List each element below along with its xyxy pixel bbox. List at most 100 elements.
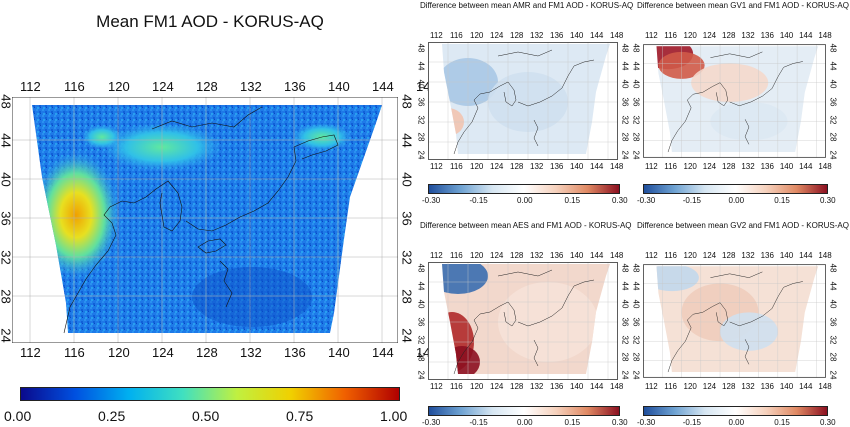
small-lon-tick-label: 148: [818, 382, 832, 391]
small-lon-tick-label: 148: [818, 251, 832, 260]
small-lon-tick-label: 144: [799, 382, 813, 391]
small-lat-tick-label: 32: [828, 335, 838, 344]
small-lon-tick-label: 116: [450, 31, 463, 40]
small-lon-tick-label: 128: [510, 382, 524, 391]
small-lon-tick-label: 112: [645, 382, 658, 391]
small-lat-tick-label: 40: [416, 79, 426, 89]
lon-tick-label: 132: [240, 345, 262, 360]
small-lon-tick-label: 128: [722, 162, 736, 171]
colorbar-label: 0.50: [192, 408, 220, 424]
small-lat-tick-label: 40: [416, 299, 426, 309]
lon-tick-label: 120: [108, 79, 130, 94]
small-lon-tick-label: 136: [760, 251, 774, 260]
lon-tick-label: 128: [196, 345, 218, 360]
small-lat-tick-label: 28: [416, 132, 426, 142]
lon-tick-label: 128: [196, 79, 218, 94]
small-lat-tick-label: 24: [631, 370, 641, 380]
lat-tick-label: 40: [399, 172, 415, 187]
diff-colorbar-label: 0.00: [728, 418, 745, 427]
small-lon-tick-label: 116: [450, 162, 463, 171]
lon-tick-label: 144: [372, 345, 394, 360]
small-lon-tick-label: 124: [490, 162, 504, 171]
small-lat-tick-label: 44: [416, 281, 426, 291]
small-lon-tick-label: 128: [722, 382, 736, 391]
diff-colorbar-top-left: [428, 184, 620, 194]
diff-map-gv1-title: Difference between mean GV1 and FM1 AOD …: [637, 1, 849, 10]
diff-map-gv2-title: Difference between mean GV2 and FM1 AOD …: [637, 221, 849, 230]
small-lon-tick-label: 116: [450, 382, 463, 391]
small-lon-tick-label: 124: [702, 31, 717, 40]
small-lon-tick-label: 124: [702, 251, 717, 260]
small-lat-tick-label: 40: [631, 299, 641, 309]
small-lat-tick-label: 40: [620, 79, 630, 89]
small-lon-tick-label: 136: [760, 382, 774, 391]
colorbar-label: 0.25: [98, 408, 126, 424]
small-lat-tick-label: 44: [631, 61, 641, 71]
small-lon-tick-label: 136: [760, 162, 774, 171]
small-lat-tick-label: 24: [828, 370, 838, 380]
small-lon-tick-label: 112: [430, 31, 443, 40]
small-lon-tick-label: 128: [722, 31, 736, 40]
small-lon-tick-label: 144: [590, 162, 604, 171]
small-lat-tick-label: 28: [631, 352, 641, 362]
small-lon-tick-label: 132: [530, 31, 544, 40]
diff-map-gv1: [643, 44, 826, 158]
lon-tick-label: 116: [64, 345, 85, 360]
small-lon-tick-label: 148: [610, 162, 624, 171]
diff-map-amr-title: Difference between mean AMR and FM1 AOD …: [420, 1, 634, 10]
small-lat-tick-label: 36: [828, 317, 838, 327]
small-lon-tick-label: 120: [683, 251, 697, 260]
diff-colorbar-label: 0.00: [517, 418, 533, 427]
small-lon-tick-label: 136: [550, 162, 564, 171]
small-lon-tick-label: 148: [610, 31, 624, 40]
small-lon-tick-label: 136: [550, 382, 564, 391]
diff-colorbar-label: -0.15: [469, 196, 488, 205]
diff-map-gv2: [643, 264, 826, 378]
small-lon-tick-label: 120: [683, 31, 697, 40]
small-lon-tick-label: 128: [510, 162, 524, 171]
small-lon-tick-label: 148: [610, 251, 624, 260]
small-lon-tick-label: 144: [799, 162, 813, 171]
small-lon-tick-label: 124: [490, 251, 504, 260]
main-map-title: Mean FM1 AOD - KORUS-AQ: [96, 12, 324, 31]
small-lon-tick-label: 116: [664, 31, 678, 40]
lat-tick-label: 44: [0, 133, 14, 148]
small-lat-tick-label: 40: [620, 299, 630, 309]
small-lon-tick-label: 120: [470, 382, 484, 391]
small-lat-tick-label: 24: [416, 370, 426, 380]
small-lat-tick-label: 36: [620, 317, 630, 327]
lon-tick-label: 116: [64, 79, 85, 94]
small-lat-tick-label: 40: [828, 79, 838, 89]
colorbar-label: 0.75: [286, 408, 314, 424]
small-lon-tick-label: 140: [570, 382, 584, 391]
small-lat-tick-label: 28: [620, 132, 630, 142]
small-lon-tick-label: 132: [741, 31, 755, 40]
small-lat-tick-label: 28: [828, 352, 838, 362]
diff-colorbar-label: -0.15: [682, 196, 701, 205]
small-lon-tick-label: 132: [530, 162, 544, 171]
small-lon-tick-label: 140: [779, 382, 794, 391]
small-lon-tick-label: 140: [570, 162, 584, 171]
small-lon-tick-label: 124: [702, 382, 717, 391]
lon-tick-label: 124: [152, 345, 174, 360]
small-lon-tick-label: 148: [818, 31, 832, 40]
small-lon-tick-label: 144: [799, 251, 813, 260]
diff-colorbar-label: 0.00: [728, 196, 745, 205]
small-lat-tick-label: 28: [828, 132, 838, 142]
small-lon-tick-label: 144: [590, 251, 604, 260]
lat-tick-label: 28: [0, 289, 14, 304]
small-lon-tick-label: 148: [610, 382, 624, 391]
small-lat-tick-label: 36: [416, 97, 426, 107]
small-lat-tick-label: 32: [620, 335, 630, 344]
small-lon-tick-label: 140: [779, 31, 794, 40]
small-lon-tick-label: 136: [550, 31, 564, 40]
diff-colorbar-top-right: [643, 184, 828, 194]
small-lat-tick-label: 28: [631, 132, 641, 142]
small-lat-tick-label: 40: [631, 79, 641, 89]
diff-colorbar-label: 0.15: [774, 196, 790, 205]
lat-tick-label: 32: [399, 250, 415, 265]
diff-colorbar-label: -0.30: [637, 418, 656, 427]
small-lat-tick-label: 32: [416, 115, 426, 124]
lat-tick-label: 36: [399, 211, 415, 226]
diff-colorbar-bottom-left: [428, 406, 620, 416]
